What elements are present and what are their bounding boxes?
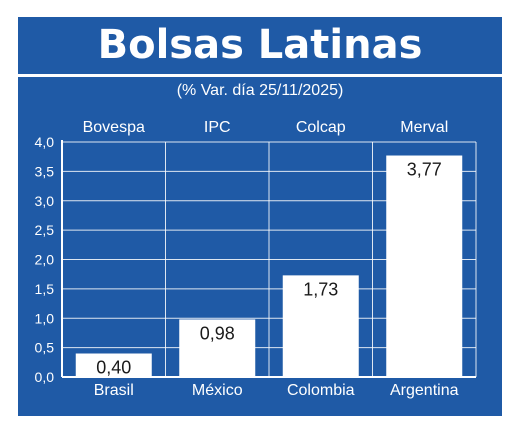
title-divider <box>18 74 502 77</box>
index-label: Merval <box>400 119 448 136</box>
y-tick-label: 1,5 <box>35 281 55 297</box>
x-tick-label: Brasil <box>94 382 134 399</box>
y-tick-label: 1,0 <box>35 310 55 326</box>
data-label: 3,77 <box>407 160 442 180</box>
bar <box>282 275 359 377</box>
index-label: IPC <box>204 119 231 136</box>
data-label: 1,73 <box>303 279 338 299</box>
y-tick-label: 3,0 <box>35 193 55 209</box>
y-tick-label: 0,0 <box>35 369 55 385</box>
data-label: 0,40 <box>96 358 131 378</box>
y-tick-label: 4,0 <box>35 134 55 150</box>
index-label: Colcap <box>296 119 346 136</box>
chart-subtitle: (% Var. día 25/11/2025) <box>176 82 344 99</box>
index-label: Bovespa <box>83 119 145 136</box>
y-tick-label: 0,5 <box>35 340 55 356</box>
bar <box>179 319 256 377</box>
data-label: 0,98 <box>200 323 235 343</box>
y-tick-label: 2,5 <box>35 222 55 238</box>
x-tick-label: Argentina <box>390 382 459 399</box>
bar <box>386 155 463 377</box>
y-tick-label: 3,5 <box>35 163 55 179</box>
x-tick-label: México <box>192 382 243 399</box>
bar <box>75 353 152 377</box>
y-tick-label: 2,0 <box>35 252 55 268</box>
chart-title: Bolsas Latinas <box>97 22 423 68</box>
x-tick-label: Colombia <box>287 382 355 399</box>
